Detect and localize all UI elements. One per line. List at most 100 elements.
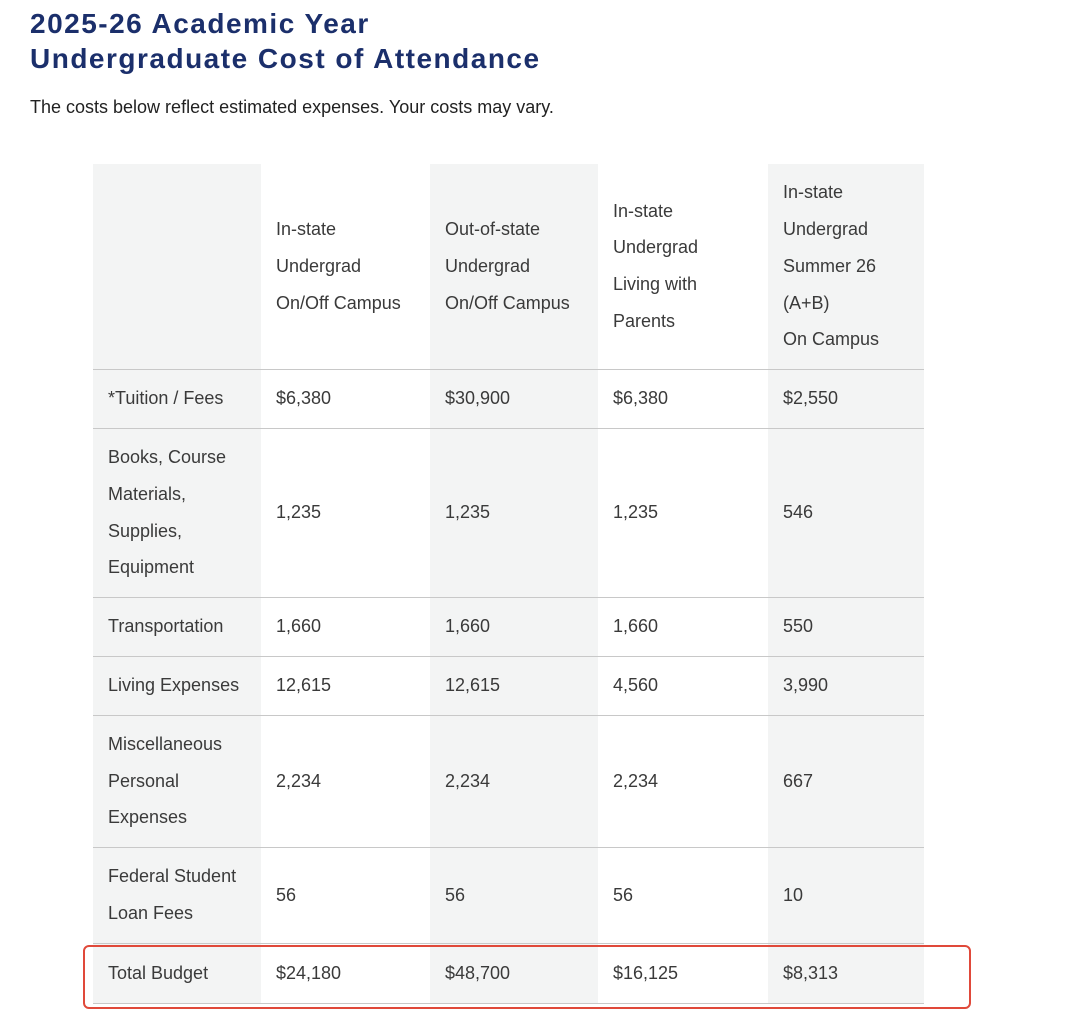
text-line: In-state [276,219,337,240]
cell: 2,234 [430,715,598,848]
cell: 10 [768,847,924,944]
text-line: 1,660 [276,616,322,637]
cell: 56 [430,847,598,944]
table-row: Total Budget $24,180 $48,700 $16,125 $8,313 [93,943,924,1004]
header-cell: In-state Undergrad Living with Parents [598,164,768,370]
text-line: 2,234 [276,770,322,791]
cell: 550 [768,597,924,657]
text-line: 667 [783,770,814,791]
text-line: Undergrad [445,255,531,276]
text-line: $48,700 [445,962,511,983]
row-label: Total Budget [93,943,261,1004]
table-row: Federal Student Loan Fees 56 56 56 10 [93,847,924,944]
page-title: 2025-26 Academic Year Undergraduate Cost … [30,6,541,76]
text-line: Supplies, [108,520,183,541]
text-line: Books, Course [108,446,227,467]
text-line: Living Expenses [108,675,240,696]
text-line: Undergrad [276,255,362,276]
cell: $6,380 [261,369,430,429]
cost-table: In-state Undergrad On/Off Campus Out-of-sta… [93,164,924,1004]
text-line: 1,235 [276,502,322,523]
text-line: $24,180 [276,962,342,983]
text-line: In-state [783,182,844,203]
cell: $8,313 [768,943,924,1004]
text-line: 2025-26 Academic Year [30,8,370,39]
text-line: $2,550 [783,388,839,409]
cell: $30,900 [430,369,598,429]
table-row: Transportation 1,660 1,660 1,660 550 [93,597,924,657]
text-line: On/Off Campus [445,292,570,313]
cell: 1,660 [430,597,598,657]
row-label: Miscellaneous Personal Expenses [93,715,261,848]
cell: $48,700 [430,943,598,1004]
text-line: $8,313 [783,962,839,983]
text-line: $6,380 [613,388,669,409]
row-label: Transportation [93,597,261,657]
table-row: Miscellaneous Personal Expenses 2,234 2,234 2… [93,715,924,848]
text-line: Total Budget [108,962,209,983]
text-line: Out-of-state [445,219,541,240]
row-label: Books, Course Materials, Supplies, Equipmen… [93,428,261,598]
cell: 12,615 [261,656,430,716]
text-line: On/Off Campus [276,292,401,313]
text-line: 12,615 [276,675,332,696]
text-line: Miscellaneous [108,733,223,754]
row-label: Federal Student Loan Fees [93,847,261,944]
cell: 1,235 [261,428,430,598]
text-line: Equipment [108,557,195,578]
text-line: 1,660 [445,616,491,637]
cell: $2,550 [768,369,924,429]
cell: 12,615 [430,656,598,716]
text-line: Living with [613,274,698,295]
table-row: Books, Course Materials, Supplies, Equipmen… [93,428,924,598]
text-line: Federal Student [108,866,237,887]
text-line: On Campus [783,329,880,350]
text-line: 4,560 [613,675,659,696]
cell: 2,234 [261,715,430,848]
header-cell: In-state Undergrad Summer 26 (A+B) On Campus [768,164,924,370]
text-line: (A+B) [783,292,830,313]
text-line: Parents [613,311,676,332]
cell: $16,125 [598,943,768,1004]
cell: 56 [598,847,768,944]
header-cell [93,164,261,370]
text-line: 1,660 [613,616,659,637]
text-line: *Tuition / Fees [108,388,224,409]
text-line: 2,234 [445,770,491,791]
text-line: 56 [445,884,466,905]
cell: $6,380 [598,369,768,429]
cell: 1,235 [598,428,768,598]
text-line: Loan Fees [108,903,194,923]
header-cell: Out-of-state Undergrad On/Off Campus [430,164,598,370]
text-line: 546 [783,502,814,523]
text-line: 3,990 [783,675,829,696]
cell: $24,180 [261,943,430,1004]
text-line: 12,615 [445,675,501,696]
text-line: Expenses [108,807,188,828]
highlight-box [83,945,971,1009]
cell: 2,234 [598,715,768,848]
text-line: In-state [613,200,674,221]
text-line: 1,235 [613,502,659,523]
text-line: $16,125 [613,962,679,983]
table-row: *Tuition / Fees $6,380 $30,900 $6,380 $2,550 [93,369,924,429]
text-line: 2,234 [613,770,659,791]
text-line: 550 [783,616,814,637]
header-cell: In-state Undergrad On/Off Campus [261,164,430,370]
row-label: *Tuition / Fees [93,369,261,429]
text-line: Summer 26 [783,255,877,276]
cell: 1,235 [430,428,598,598]
text-line: 10 [783,884,804,905]
cell: 667 [768,715,924,848]
text-line: $30,900 [445,388,511,409]
cell: 3,990 [768,656,924,716]
text-line: 1,235 [445,502,491,523]
text-line: $6,380 [276,388,332,409]
text-line: Transportation [108,616,224,637]
cell: 56 [261,847,430,944]
text-line: 56 [613,884,634,905]
cell: 4,560 [598,656,768,716]
row-label: Living Expenses [93,656,261,716]
text-line: Undergraduate Cost of Attendance [30,43,541,74]
